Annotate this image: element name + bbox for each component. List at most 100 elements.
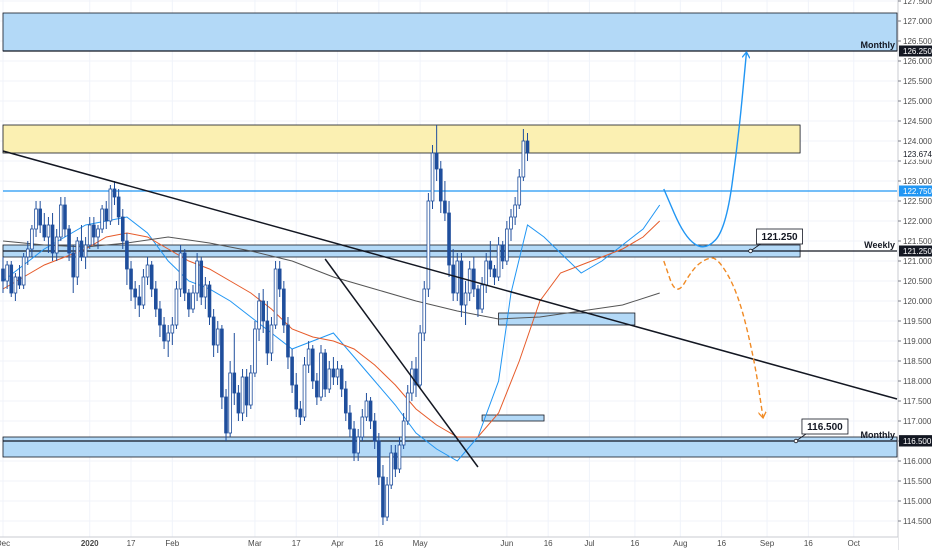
candle-body — [302, 364, 307, 418]
candle-body — [25, 248, 30, 258]
candle-body — [405, 392, 410, 422]
candle-body — [232, 372, 237, 394]
candle-body — [273, 268, 278, 326]
candle-body — [129, 268, 133, 290]
candle-body — [331, 368, 336, 378]
candle-body — [203, 284, 208, 298]
time-tick-label: 16 — [630, 539, 639, 548]
time-tick-label: 17 — [127, 539, 136, 548]
time-axis[interactable]: Dec 2020 17 Feb Mar 17 Apr 16 May Jun 16 Jul 16 Aug 16… — [0, 536, 898, 550]
price-tick-label: 119.000 — [903, 337, 932, 346]
zone-support — [2, 436, 898, 458]
price-tick-label: 123.000 — [903, 177, 932, 186]
time-tick-label: 16 — [544, 539, 553, 548]
price-tick-label: 123.500 — [903, 157, 932, 166]
candle-body — [319, 352, 323, 398]
candle-body — [112, 188, 117, 198]
candle-body — [220, 328, 224, 398]
candle-body — [100, 208, 104, 230]
candle-body — [422, 288, 427, 334]
candle-body — [492, 268, 497, 278]
candle-body — [451, 264, 455, 294]
candle-body — [199, 260, 204, 298]
candle-body — [9, 264, 14, 294]
price-label-tag — [899, 45, 932, 57]
price-tick-label: 118.500 — [903, 357, 932, 366]
candle-body — [513, 204, 517, 218]
candle-body — [265, 320, 270, 354]
candle-body — [360, 416, 365, 438]
price-tick-label: 126.000 — [903, 57, 932, 66]
candle-body — [257, 300, 261, 330]
candle-body — [5, 264, 9, 282]
candle-body — [108, 188, 113, 222]
candle-body — [149, 264, 154, 290]
candle-body — [480, 284, 484, 310]
candle-body — [71, 252, 76, 278]
price-tick-label: 122.500 — [903, 197, 932, 206]
level-label: Monthly — [861, 40, 896, 50]
candle-body — [500, 244, 505, 262]
price-tick-label: 121.500 — [903, 237, 932, 246]
candle-body — [393, 452, 398, 470]
candle-body — [42, 224, 47, 238]
candle-body — [145, 264, 150, 278]
candle-body — [116, 196, 121, 218]
price-tick-label: 118.000 — [903, 377, 932, 386]
candles-layer — [1, 125, 530, 525]
candle-body — [434, 152, 439, 170]
price-tick-label: 120.000 — [903, 297, 932, 306]
candle-body — [282, 288, 286, 326]
candle-body — [343, 388, 348, 414]
candle-body — [443, 200, 447, 214]
time-tick-label: Jun — [500, 539, 513, 548]
moving-average-line — [2, 236, 660, 320]
candle-body — [401, 420, 406, 446]
candle-body — [166, 332, 171, 342]
candle-body — [215, 328, 220, 346]
candle-body — [484, 260, 489, 286]
candle-body — [83, 244, 88, 258]
price-label-text: 126.250 — [903, 47, 932, 56]
price-label-text: 116.500 — [903, 437, 932, 446]
time-tick-label: May — [413, 539, 428, 548]
callout-anchor — [793, 438, 799, 444]
candle-body — [236, 392, 241, 414]
candle-body — [385, 484, 389, 518]
candle-body — [472, 268, 476, 290]
callout-box — [801, 418, 849, 435]
candle-body — [277, 268, 282, 290]
price-label-tag — [899, 435, 932, 447]
candle-body — [158, 308, 162, 326]
price-tick-label: 115.500 — [903, 477, 932, 486]
level-label: Monthly — [861, 430, 896, 440]
trendline — [2, 150, 898, 400]
trendline — [324, 258, 479, 468]
candle-body — [182, 252, 187, 294]
candle-body — [517, 176, 522, 206]
price-label-tag — [899, 245, 932, 257]
candle-body — [290, 356, 294, 386]
price-tick-label: 120.500 — [903, 277, 932, 286]
candle-body — [96, 228, 100, 238]
price-axis[interactable]: 127.500 127.000 126.500 126.000 125.500 125.0… — [897, 0, 932, 550]
candle-body — [162, 324, 166, 342]
price-tick-label: 122.000 — [903, 217, 932, 226]
candle-body — [79, 240, 84, 258]
candle-body — [323, 352, 327, 390]
candle-body — [306, 348, 311, 366]
candle-body — [476, 288, 480, 310]
candle-body — [327, 368, 332, 390]
candle-body — [389, 452, 394, 486]
time-tick-label: Jul — [584, 539, 594, 548]
price-tick-label: 114.500 — [903, 517, 932, 526]
zones-layer — [2, 12, 898, 458]
price-tick-label: 126.500 — [903, 37, 932, 46]
candle-body — [67, 228, 71, 254]
candle-body — [253, 328, 257, 374]
time-tick-label: Dec — [0, 539, 10, 548]
candle-body — [125, 240, 129, 270]
candle-body — [191, 292, 195, 310]
